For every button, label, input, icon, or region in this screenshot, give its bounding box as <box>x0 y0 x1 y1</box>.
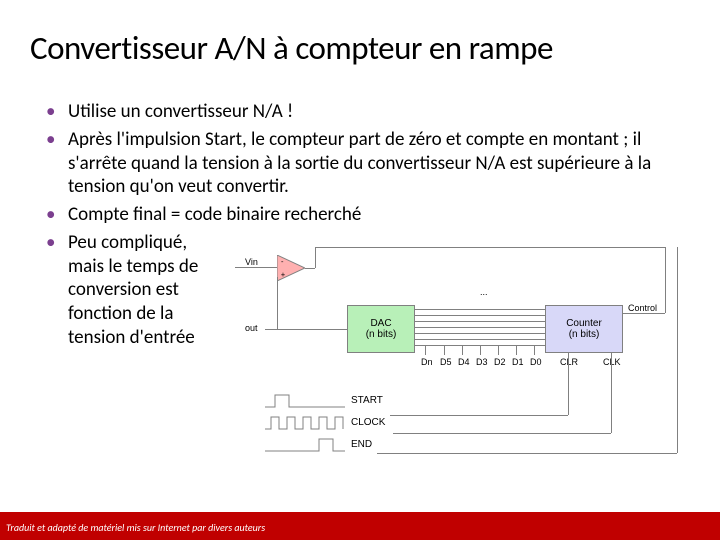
bullet-4-line3: conversion est <box>68 278 179 301</box>
counter-name: Counter <box>566 318 602 329</box>
counter-block: Counter (n bits) <box>545 305 623 353</box>
bullet-2: Après l'impulsion Start, le compteur par… <box>40 128 690 199</box>
footer-text: Traduit et adapté de matériel mis sur In… <box>6 521 265 534</box>
wire-top-rail <box>315 247 665 248</box>
dac-name: DAC <box>370 318 391 329</box>
svg-text:+: + <box>281 270 285 280</box>
bullet-3: Compte final = code binaire recherché <box>40 203 690 227</box>
wire-control <box>623 313 665 314</box>
wire-clock-h <box>393 433 611 434</box>
start-waveform <box>265 393 345 409</box>
wire-comp-fb <box>277 277 278 329</box>
dac-bits: (n bits) <box>366 329 397 340</box>
wire-control-v <box>665 247 666 313</box>
vin-label: Vin <box>245 257 258 267</box>
wire-start-h <box>390 415 568 416</box>
tick-d4 <box>462 345 463 355</box>
wire-end-h <box>377 453 677 454</box>
d1-label: D1 <box>512 357 524 367</box>
bullet-4-line1: Peu compliqué, <box>68 231 187 254</box>
start-label: START <box>351 395 383 406</box>
tick-d1 <box>516 345 517 355</box>
clock-label: CLOCK <box>351 417 385 428</box>
end-label: END <box>351 439 372 450</box>
dac-block: DAC (n bits) <box>347 305 415 353</box>
bus-2 <box>415 315 545 316</box>
wire-end-v <box>677 247 678 453</box>
bullet-4-line2: mais le temps de <box>68 255 198 278</box>
tick-dn <box>425 345 426 355</box>
wire-vin <box>235 267 277 268</box>
bullet-1: Utilise un convertisseur N/A ! <box>40 100 690 124</box>
d4-label: D4 <box>458 357 470 367</box>
circuit-diagram: Vin - + out DAC (n bits) Dn D5 D <box>235 265 695 480</box>
wire-comp-up <box>315 247 316 268</box>
clock-waveform <box>265 415 345 431</box>
d5-label: D5 <box>440 357 452 367</box>
wire-clr <box>568 353 569 415</box>
d3-label: D3 <box>476 357 488 367</box>
wire-out <box>265 329 347 330</box>
bus-6 <box>415 339 545 340</box>
tick-d0 <box>534 345 535 355</box>
dots-label: ... <box>480 287 488 297</box>
comparator-icon: - + <box>277 255 305 281</box>
bus-3 <box>415 321 545 322</box>
d2-label: D2 <box>494 357 506 367</box>
bus-1 <box>415 309 545 310</box>
bus-4 <box>415 327 545 328</box>
bus-5 <box>415 333 545 334</box>
out-label: out <box>245 323 258 333</box>
end-waveform <box>265 437 345 453</box>
slide-title: Convertisseur A/N à compteur en rampe <box>30 28 700 68</box>
control-label: Control <box>628 303 657 313</box>
clr-label: CLR <box>560 357 578 367</box>
bullet-4-line5: tension d'entrée <box>68 326 195 349</box>
bullet-4-line4: fonction de la <box>68 302 174 325</box>
wire-clk <box>611 353 612 433</box>
dn-label: Dn <box>421 357 433 367</box>
tick-d5 <box>444 345 445 355</box>
counter-bits: (n bits) <box>569 329 600 340</box>
slide: Convertisseur A/N à compteur en rampe Ut… <box>0 0 720 540</box>
d0-label: D0 <box>530 357 542 367</box>
wire-comp-out <box>305 268 315 269</box>
tick-d2 <box>498 345 499 355</box>
tick-d3 <box>480 345 481 355</box>
